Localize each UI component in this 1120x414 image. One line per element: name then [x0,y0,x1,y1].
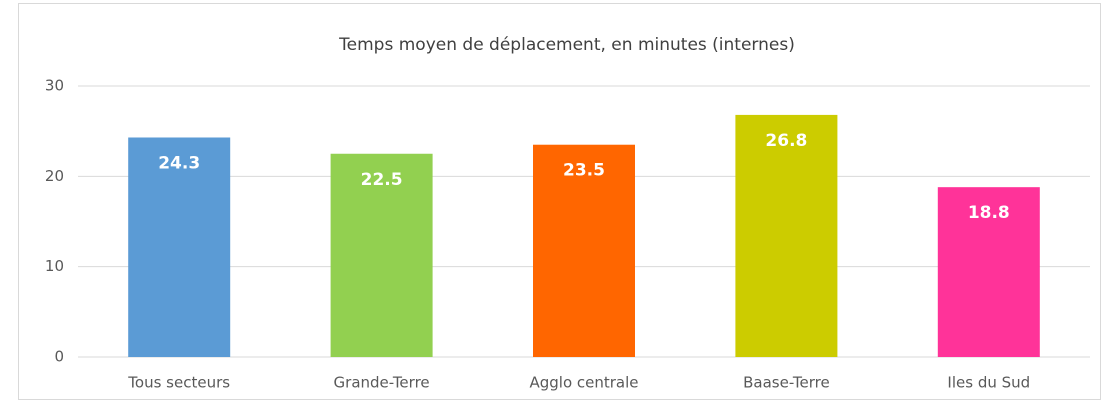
value-label: 24.3 [158,153,200,173]
value-label: 18.8 [968,203,1010,223]
y-tick-label: 0 [54,348,64,366]
bar [735,114,838,357]
value-label: 22.5 [361,170,403,190]
x-tick-label: Agglo centrale [529,374,638,392]
value-label: 26.8 [765,131,807,151]
bar [330,153,433,357]
bar [937,187,1040,357]
bar [533,144,635,357]
x-tick-label: Grande-Terre [334,374,430,392]
value-label: 23.5 [563,161,605,181]
x-tick-label: Iles du Sud [947,374,1030,392]
y-tick-label: 30 [45,77,64,95]
x-tick-label: Tous secteurs [127,374,230,392]
y-tick-label: 10 [45,257,64,275]
x-tick-label: Baase-Terre [743,374,830,392]
chart-title: Temps moyen de déplacement, en minutes (… [338,35,795,55]
y-tick-label: 20 [45,167,64,185]
bar [128,137,231,357]
